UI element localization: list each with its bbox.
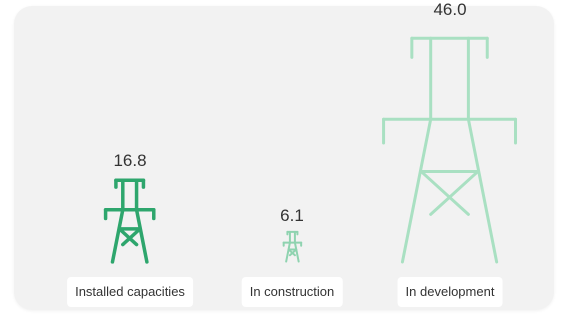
data-label: 16.8 [113, 151, 147, 171]
pylon-icon [101, 175, 158, 262]
chart-card [14, 6, 554, 310]
data-label: 46.0 [433, 0, 467, 19]
category-label: In construction [241, 277, 343, 307]
category-label: In development [397, 277, 503, 307]
pylon-icon [371, 24, 528, 262]
category-label: Installed capacities [67, 277, 193, 307]
data-label: 6.1 [280, 206, 304, 226]
pylon-icon [282, 230, 303, 262]
